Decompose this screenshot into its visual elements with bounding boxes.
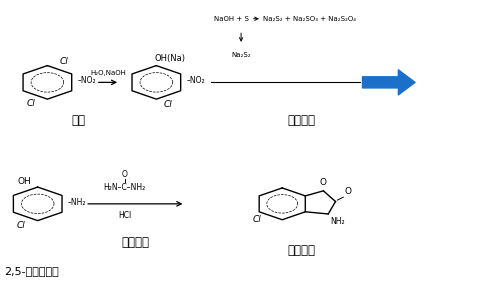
Text: NaOH + S: NaOH + S — [214, 16, 249, 22]
Text: 环合反应: 环合反应 — [121, 236, 150, 249]
Text: H₂N–C–NH₂: H₂N–C–NH₂ — [104, 183, 146, 192]
Text: H₂O,NaOH: H₂O,NaOH — [90, 70, 126, 76]
Text: Cl: Cl — [27, 99, 35, 108]
Text: NH₂: NH₂ — [330, 218, 345, 226]
Text: Cl: Cl — [164, 100, 172, 110]
FancyArrowPatch shape — [362, 70, 415, 95]
Text: –NO₂: –NO₂ — [187, 76, 205, 85]
Text: Na₂S₂ + Na₂SO₃ + Na₂S₂O₄: Na₂S₂ + Na₂SO₃ + Na₂S₂O₄ — [263, 16, 356, 22]
Text: 氯唢沙宗: 氯唢沙宗 — [288, 244, 316, 257]
Text: OH: OH — [18, 177, 32, 186]
Text: –NO₂: –NO₂ — [77, 76, 96, 85]
Text: Cl: Cl — [59, 57, 68, 65]
Text: O: O — [320, 178, 327, 187]
Text: Cl: Cl — [17, 221, 26, 230]
Text: Cl: Cl — [253, 215, 262, 224]
Text: O: O — [344, 187, 351, 196]
Text: –NH₂: –NH₂ — [68, 198, 86, 207]
Text: 2,5-二氯硒基苯: 2,5-二氯硒基苯 — [4, 266, 58, 276]
Text: 水解: 水解 — [72, 114, 86, 127]
Text: Na₂S₂: Na₂S₂ — [231, 52, 251, 58]
Text: 还原反应: 还原反应 — [288, 114, 316, 127]
Text: O: O — [122, 170, 128, 179]
Text: HCl: HCl — [118, 211, 131, 220]
Text: OH(Na): OH(Na) — [155, 54, 186, 63]
